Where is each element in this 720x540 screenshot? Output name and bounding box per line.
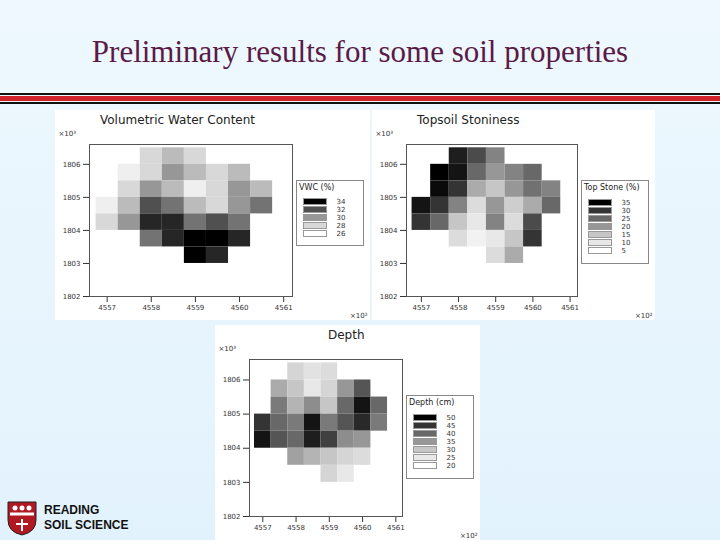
svg-text:5: 5 [622, 247, 626, 255]
html-text:Volumetric Water Content: Volumetric Water Content [100, 113, 255, 127]
svg-text:4560: 4560 [524, 304, 542, 312]
svg-text:4560: 4560 [354, 524, 372, 532]
html-text:Depth (cm): Depth (cm) [409, 398, 455, 407]
svg-text:30: 30 [337, 214, 346, 222]
svg-text:×10²: ×10² [635, 312, 653, 320]
svg-text:10: 10 [622, 239, 631, 247]
svg-text:1803: 1803 [380, 260, 398, 268]
svg-text:30: 30 [447, 446, 456, 454]
svg-text:×10³: ×10³ [219, 345, 237, 353]
svg-text:26: 26 [337, 230, 346, 238]
svg-text:50: 50 [447, 414, 456, 422]
svg-text:20: 20 [447, 462, 456, 470]
svg-text:1804: 1804 [223, 444, 241, 452]
svg-text:×10³: ×10³ [59, 130, 77, 138]
svg-text:1803: 1803 [63, 260, 81, 268]
svg-text:32: 32 [337, 206, 346, 214]
svg-text:15: 15 [622, 231, 631, 239]
svg-text:4557: 4557 [254, 524, 272, 532]
html-text:Depth: Depth [328, 328, 365, 342]
svg-text:35: 35 [622, 199, 631, 207]
svg-text:4560: 4560 [231, 304, 249, 312]
svg-text:×10³: ×10³ [376, 130, 394, 138]
svg-text:25: 25 [622, 215, 631, 223]
html-text:READING: READING [44, 503, 100, 517]
svg-text:35: 35 [447, 438, 456, 446]
svg-text:×10²: ×10² [350, 312, 368, 320]
svg-text:4558: 4558 [450, 304, 468, 312]
svg-text:1806: 1806 [380, 161, 398, 169]
svg-text:4559: 4559 [186, 304, 204, 312]
svg-text:4558: 4558 [142, 304, 160, 312]
svg-text:1802: 1802 [223, 513, 241, 521]
html-text:VWC (%): VWC (%) [299, 183, 335, 192]
svg-text:1805: 1805 [380, 194, 398, 202]
svg-text:4558: 4558 [287, 524, 305, 532]
html-text:Preliminary results for some s: Preliminary results for some soil proper… [91, 34, 629, 69]
svg-text:4557: 4557 [98, 304, 116, 312]
svg-text:30: 30 [622, 207, 631, 215]
svg-text:×10²: ×10² [460, 532, 478, 540]
svg-text:1806: 1806 [223, 376, 241, 384]
svg-text:4557: 4557 [412, 304, 430, 312]
svg-text:34: 34 [337, 198, 346, 206]
svg-text:25: 25 [447, 454, 456, 462]
svg-text:45: 45 [447, 422, 456, 430]
svg-text:20: 20 [622, 223, 631, 231]
svg-text:1802: 1802 [380, 293, 398, 301]
svg-text:1803: 1803 [223, 479, 241, 487]
svg-text:40: 40 [447, 430, 456, 438]
svg-text:1802: 1802 [63, 293, 81, 301]
svg-text:28: 28 [337, 222, 346, 230]
svg-text:4561: 4561 [275, 304, 293, 312]
svg-text:1804: 1804 [380, 227, 398, 235]
svg-text:4561: 4561 [387, 524, 405, 532]
html-text:Topsoil Stoniness: Topsoil Stoniness [417, 113, 520, 127]
svg-text:4559: 4559 [320, 524, 338, 532]
svg-text:1805: 1805 [223, 410, 241, 418]
html-text:SOIL SCIENCE: SOIL SCIENCE [44, 518, 129, 532]
svg-text:4559: 4559 [487, 304, 505, 312]
html-text:Top Stone (%): Top Stone (%) [584, 183, 640, 192]
svg-text:1804: 1804 [63, 227, 81, 235]
svg-text:4561: 4561 [561, 304, 579, 312]
svg-text:1805: 1805 [63, 194, 81, 202]
svg-text:1806: 1806 [63, 161, 81, 169]
